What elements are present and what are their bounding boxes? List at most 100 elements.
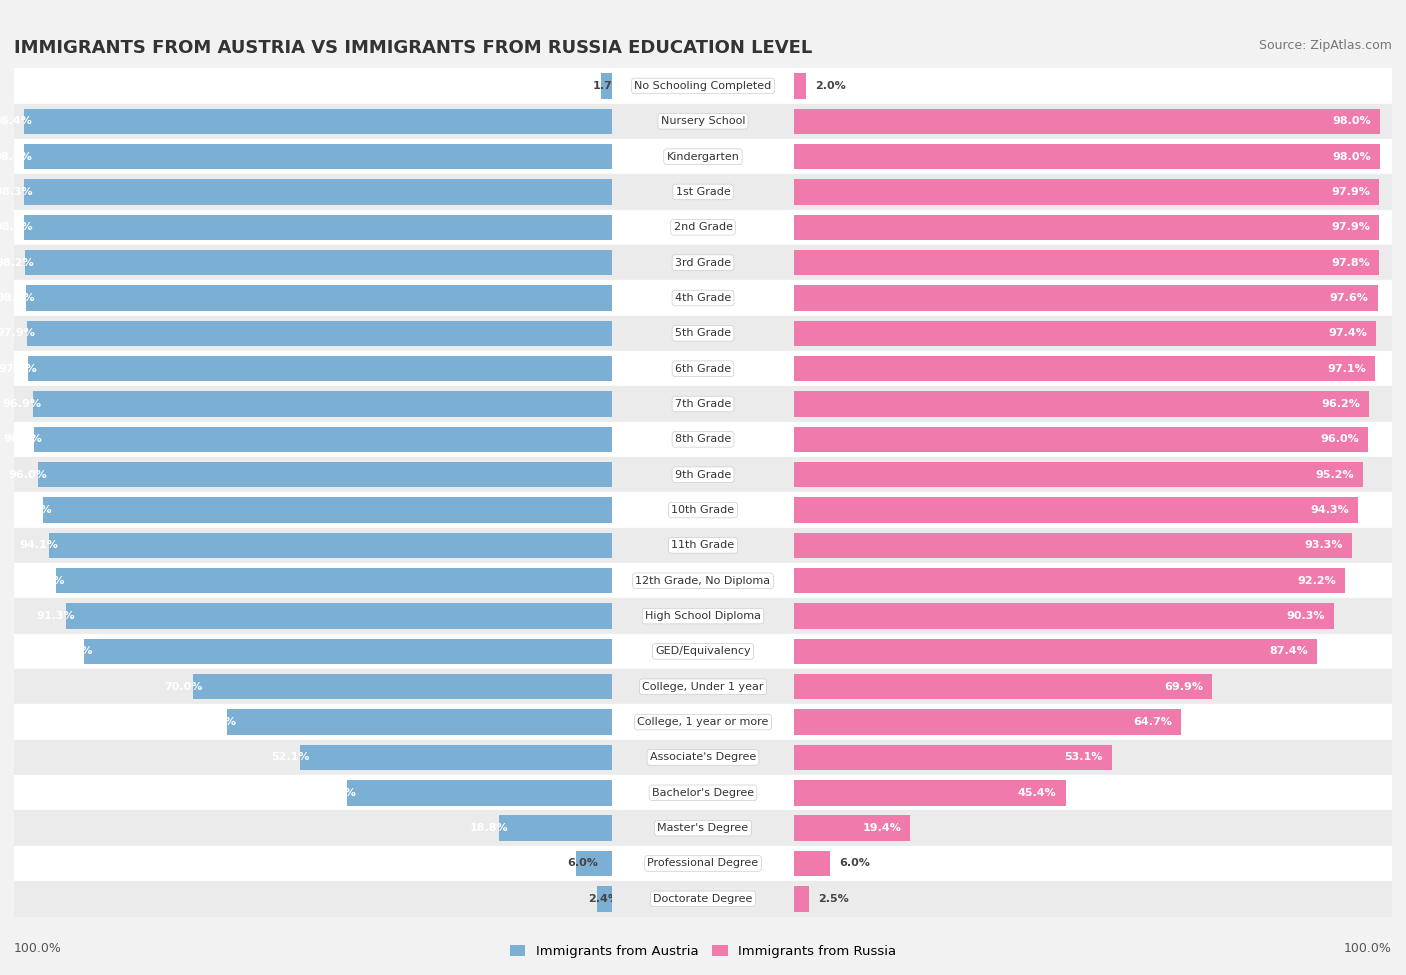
Bar: [794, 321, 1376, 346]
Text: 70.0%: 70.0%: [165, 682, 202, 692]
Bar: [14, 103, 612, 138]
Bar: [49, 532, 612, 558]
Text: College, 1 year or more: College, 1 year or more: [637, 717, 769, 727]
Text: 98.4%: 98.4%: [0, 116, 32, 127]
Bar: [24, 214, 612, 240]
Bar: [794, 564, 1392, 599]
Text: 97.7%: 97.7%: [0, 364, 37, 373]
Bar: [602, 73, 612, 98]
Text: 91.3%: 91.3%: [37, 611, 75, 621]
Text: 6th Grade: 6th Grade: [675, 364, 731, 373]
Bar: [44, 497, 612, 523]
Text: 98.4%: 98.4%: [0, 151, 32, 162]
Bar: [14, 210, 612, 245]
Bar: [301, 745, 612, 770]
Bar: [612, 316, 794, 351]
Bar: [794, 73, 806, 98]
Bar: [794, 103, 1392, 138]
Bar: [56, 568, 612, 594]
Text: 96.0%: 96.0%: [1320, 434, 1360, 445]
Text: 93.3%: 93.3%: [1305, 540, 1343, 551]
Text: 94.3%: 94.3%: [1310, 505, 1348, 515]
Bar: [66, 604, 612, 629]
Text: 2.4%: 2.4%: [588, 894, 619, 904]
Bar: [14, 881, 612, 916]
Bar: [347, 780, 612, 805]
Bar: [226, 710, 612, 735]
Text: 69.9%: 69.9%: [1164, 682, 1204, 692]
Text: 11th Grade: 11th Grade: [672, 540, 734, 551]
Text: 98.0%: 98.0%: [1333, 151, 1371, 162]
Text: Doctorate Degree: Doctorate Degree: [654, 894, 752, 904]
Bar: [598, 886, 612, 912]
Bar: [794, 356, 1375, 381]
Bar: [794, 492, 1392, 527]
Bar: [38, 462, 612, 488]
Bar: [794, 245, 1392, 281]
Bar: [794, 704, 1392, 740]
Text: 87.4%: 87.4%: [1270, 646, 1308, 656]
Bar: [612, 810, 794, 845]
Bar: [794, 457, 1392, 492]
Bar: [24, 144, 612, 170]
Bar: [612, 845, 794, 881]
Bar: [14, 810, 612, 845]
Text: 1.7%: 1.7%: [592, 81, 623, 91]
Text: 98.2%: 98.2%: [0, 257, 34, 268]
Bar: [612, 634, 794, 669]
Text: 88.3%: 88.3%: [55, 646, 93, 656]
Text: 10th Grade: 10th Grade: [672, 505, 734, 515]
Bar: [794, 851, 830, 877]
Bar: [14, 281, 612, 316]
Bar: [794, 108, 1381, 134]
Bar: [794, 462, 1364, 488]
Text: 97.6%: 97.6%: [1330, 292, 1368, 303]
Text: 3rd Grade: 3rd Grade: [675, 257, 731, 268]
Bar: [794, 740, 1392, 775]
Bar: [794, 599, 1392, 634]
Bar: [794, 175, 1392, 210]
Bar: [794, 710, 1181, 735]
Bar: [25, 250, 612, 275]
Text: 95.1%: 95.1%: [14, 505, 52, 515]
Bar: [14, 492, 612, 527]
Bar: [612, 740, 794, 775]
Bar: [612, 457, 794, 492]
Bar: [14, 421, 612, 457]
Bar: [612, 775, 794, 810]
Bar: [794, 745, 1112, 770]
Bar: [794, 845, 1392, 881]
Bar: [794, 780, 1066, 805]
Bar: [794, 386, 1392, 421]
Bar: [14, 457, 612, 492]
Text: 97.1%: 97.1%: [1327, 364, 1365, 373]
Bar: [14, 669, 612, 704]
Text: 2nd Grade: 2nd Grade: [673, 222, 733, 232]
Bar: [612, 210, 794, 245]
Bar: [34, 427, 612, 452]
Text: Nursery School: Nursery School: [661, 116, 745, 127]
Bar: [14, 138, 612, 175]
Bar: [612, 138, 794, 175]
Text: GED/Equivalency: GED/Equivalency: [655, 646, 751, 656]
Text: 100.0%: 100.0%: [14, 943, 62, 956]
Bar: [794, 497, 1358, 523]
Text: 9th Grade: 9th Grade: [675, 470, 731, 480]
Text: 97.8%: 97.8%: [1331, 257, 1369, 268]
Text: 44.2%: 44.2%: [318, 788, 357, 798]
Text: 90.3%: 90.3%: [1286, 611, 1324, 621]
Text: 97.9%: 97.9%: [0, 329, 35, 338]
Text: 19.4%: 19.4%: [862, 823, 901, 834]
Text: Professional Degree: Professional Degree: [647, 858, 759, 869]
Text: 64.4%: 64.4%: [197, 717, 236, 727]
Text: 96.7%: 96.7%: [4, 434, 42, 445]
Text: No Schooling Completed: No Schooling Completed: [634, 81, 772, 91]
Bar: [27, 321, 612, 346]
Bar: [794, 281, 1392, 316]
Bar: [612, 421, 794, 457]
Bar: [24, 179, 612, 205]
Bar: [14, 175, 612, 210]
Text: Bachelor's Degree: Bachelor's Degree: [652, 788, 754, 798]
Text: 98.0%: 98.0%: [0, 292, 35, 303]
Bar: [612, 669, 794, 704]
